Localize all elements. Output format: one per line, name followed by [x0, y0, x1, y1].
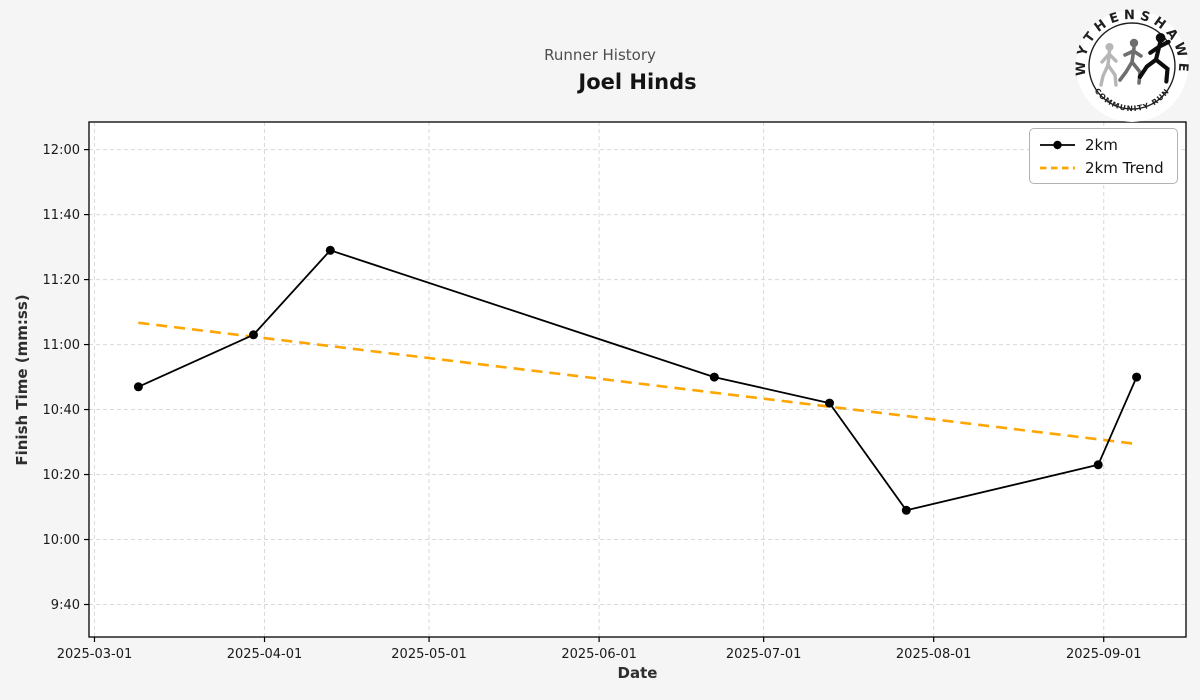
wythenshawe-community-run-logo: WYTHENSHAWE COMMUNITY RUN [1074, 8, 1188, 122]
logo-runner-walking-icon [1099, 43, 1118, 87]
plot-background [89, 122, 1186, 637]
x-tick-label: 2025-08-01 [896, 647, 972, 662]
x-axis-label: Date [617, 664, 658, 682]
y-tick-label: 10:40 [43, 403, 80, 418]
x-tick-label: 2025-09-01 [1066, 647, 1142, 662]
data-point-marker [249, 330, 258, 340]
legend-item-2km-trend: 2km Trend [1039, 159, 1168, 177]
data-point-marker [1132, 372, 1142, 382]
y-tick-label: 9:40 [51, 598, 80, 613]
x-tick-label: 2025-07-01 [726, 647, 802, 662]
legend-line-trend-sample [1040, 166, 1075, 169]
y-tick-label: 11:40 [43, 208, 80, 223]
chart-legend: 2km 2km Trend [1029, 128, 1178, 184]
chart-title: Joel Hinds [578, 70, 697, 94]
trend-line-2km [138, 321, 1137, 446]
legend-line-2km-sample [1040, 140, 1075, 149]
legend-label-2km: 2km [1085, 135, 1118, 154]
chart-subtitle: Runner History [544, 46, 656, 64]
y-tick-label: 10:20 [43, 468, 80, 483]
logo-inner-ring [1088, 22, 1176, 110]
x-tick-label: 2025-04-01 [227, 647, 303, 662]
data-point-marker [1093, 460, 1103, 470]
x-tick-label: 2025-03-01 [57, 647, 133, 662]
legend-item-2km: 2km [1039, 136, 1168, 154]
data-point-marker [133, 382, 143, 392]
data-point-marker [325, 245, 335, 255]
logo-runner-sprinting-icon [1137, 33, 1171, 84]
y-tick-label: 11:20 [43, 273, 80, 288]
data-point-marker [901, 505, 911, 515]
x-tick-label: 2025-05-01 [391, 647, 467, 662]
x-tick-label: 2025-06-01 [561, 647, 637, 662]
legend-label-2km-trend: 2km Trend [1085, 158, 1164, 177]
y-tick-label: 12:00 [43, 143, 80, 158]
y-tick-label: 11:00 [43, 338, 80, 353]
y-tick-label: 10:00 [43, 533, 80, 548]
y-axis-label: Finish Time (mm:ss) [13, 294, 31, 466]
data-point-marker [709, 372, 719, 382]
plot-border [88, 121, 1187, 638]
data-point-marker [825, 398, 834, 408]
logo-runner-jogging-icon [1118, 38, 1143, 85]
series-line-2km [138, 249, 1138, 512]
